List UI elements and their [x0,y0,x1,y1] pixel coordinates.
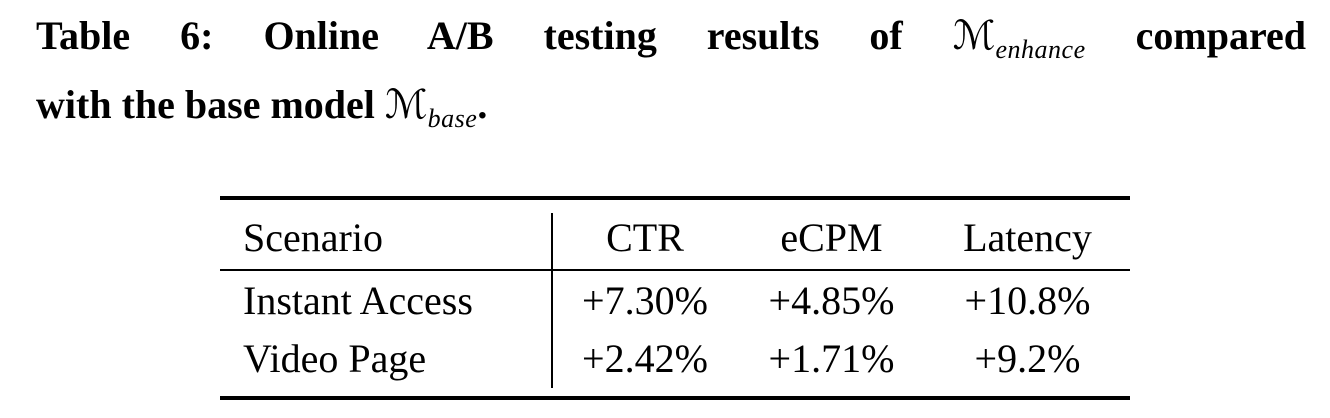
caption-line-1: Table 6: Online A/B testing results of ℳ… [36,4,1306,73]
bottom-spacer [220,387,1130,396]
table-caption: Table 6: Online A/B testing results of ℳ… [36,4,1306,142]
top-rule [220,196,1130,200]
caption-line-2: with the base model ℳbase. [36,73,1306,142]
cell-ecpm: +1.71% [768,335,895,381]
caption-period: . [477,82,488,127]
caption-text-prefix: Table 6: Online A/B testing results of [36,13,903,58]
caption-text-line2: with the base model [36,82,375,127]
script-m-symbol: ℳ [384,82,428,128]
results-table: Scenario CTR eCPM Latency Instant Access… [220,196,1130,400]
caption-math-m-base: ℳbase. [384,82,488,133]
column-divider-rule [551,213,553,388]
cell-latency: +10.8% [964,277,1091,323]
cell-ecpm: +4.85% [768,277,895,323]
table-header-row: Scenario CTR eCPM Latency [220,200,1130,269]
cell-ctr: +2.42% [582,335,708,381]
header-midrule [220,269,1130,271]
cell-latency: +9.2% [974,335,1081,381]
caption-math-m-enhance: ℳenhance [952,13,1086,64]
column-header-scenario: Scenario [243,215,383,260]
cell-scenario: Instant Access [243,277,473,323]
column-header-ctr: CTR [606,215,684,260]
cell-ctr: +7.30% [582,277,708,323]
table-row-video-page: Video Page +2.42% +1.71% +9.2% [220,329,1130,387]
cell-scenario: Video Page [243,335,427,381]
script-m-symbol: ℳ [952,13,996,59]
caption-text-line1-end: compared [1135,13,1306,58]
table-row-instant-access: Instant Access +7.30% +4.85% +10.8% [220,271,1130,329]
column-header-ecpm: eCPM [780,215,883,260]
bottom-rule [220,396,1130,400]
subscript-base: base [427,104,478,133]
column-header-latency: Latency [963,215,1092,260]
subscript-enhance: enhance [995,35,1086,64]
